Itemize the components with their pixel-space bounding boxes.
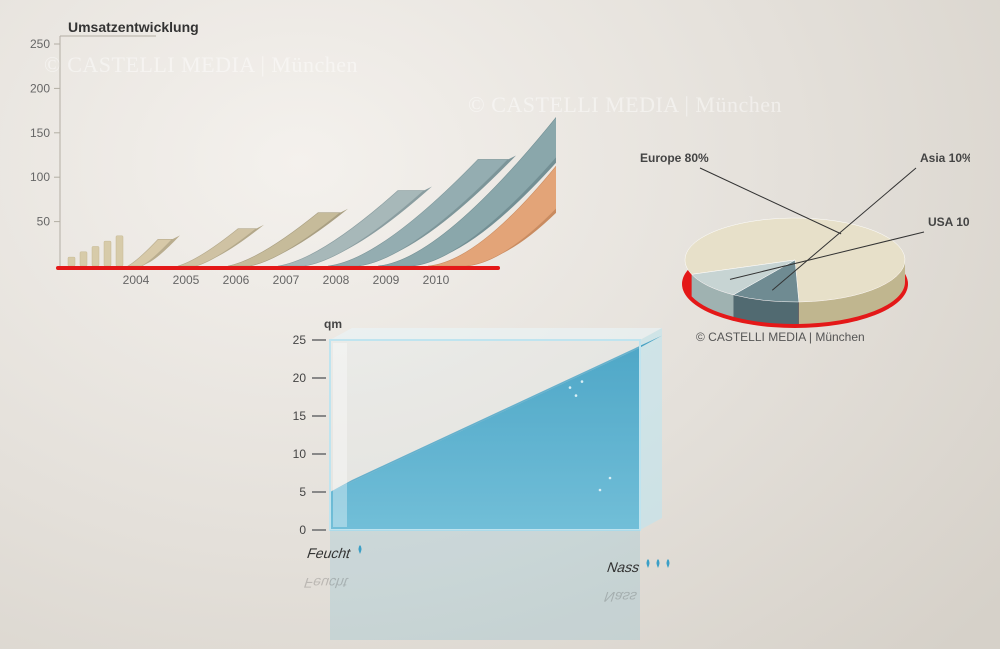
svg-text:Nass: Nass [602, 588, 639, 604]
bar-xtick: 2009 [373, 273, 400, 287]
svg-text:Feucht: Feucht [302, 574, 350, 590]
water-xlabel-left: Feucht [305, 546, 353, 562]
water-ytick: 25 [293, 333, 307, 347]
water-area-chart: qm 0 5 10 15 20 25 Feucht Feucht Nass Nass [250, 310, 730, 640]
bar-ytick: 50 [37, 215, 51, 229]
bar-ytick: 100 [30, 170, 50, 184]
water-ytick: 10 [293, 447, 307, 461]
water-ytick: 0 [299, 523, 306, 537]
water-xlabel-right: Nass [605, 560, 642, 576]
revenue-bar-chart: Umsatzentwicklung 50 100 150 200 250 2004 2005 2… [26, 14, 556, 304]
bar-xtick: 2006 [223, 273, 250, 287]
bar-xtick: 2005 [173, 273, 200, 287]
bar-ytick: 200 [30, 81, 50, 95]
water-ytick: 20 [293, 371, 307, 385]
pie-slice-label: Europe 80% [640, 151, 709, 165]
water-ytick: 5 [299, 485, 306, 499]
bar-xtick: 2007 [273, 273, 300, 287]
pie-slice-label: USA 10% [928, 215, 970, 229]
bar-xtick: 2004 [123, 273, 150, 287]
bar-ytick: 250 [30, 37, 50, 51]
water-ylabel: qm [324, 317, 342, 331]
bar-xtick: 2008 [323, 273, 350, 287]
bar-xtick: 2010 [423, 273, 450, 287]
pie-slice-label: Asia 10% [920, 151, 970, 165]
bar-ytick: 150 [30, 126, 50, 140]
water-ytick: 15 [293, 409, 307, 423]
bar-chart-title: Umsatzentwicklung [68, 19, 199, 35]
